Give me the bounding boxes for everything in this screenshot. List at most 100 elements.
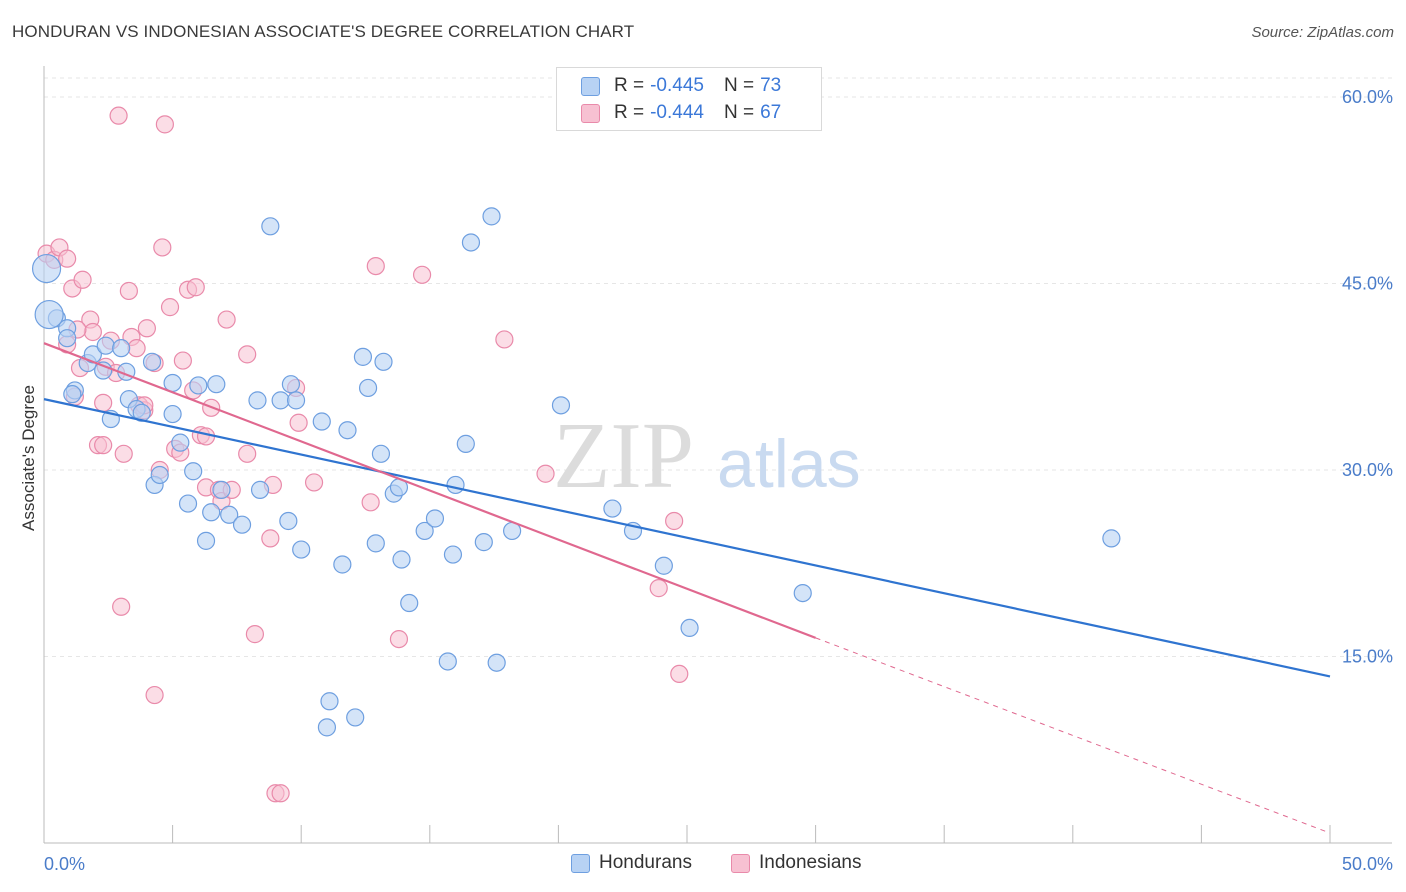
legend-label-hondurans: Hondurans — [599, 852, 692, 873]
indonesians-point — [271, 784, 290, 803]
indonesians-trend-extension — [815, 637, 1331, 834]
indonesians-point — [238, 345, 257, 364]
hondurans-point — [212, 480, 231, 499]
hondurans-point — [461, 233, 481, 252]
indonesians-point — [366, 256, 385, 276]
hondurans-point — [392, 550, 411, 569]
hondurans-point — [366, 534, 385, 553]
hondurans-point — [184, 462, 203, 481]
hondurans-point — [346, 708, 365, 727]
indonesians-point — [186, 278, 205, 297]
hondurans-point — [232, 515, 252, 534]
indonesians-point — [361, 493, 380, 512]
hondurans-point — [286, 391, 306, 410]
r-label: R = — [614, 75, 645, 96]
indonesians-point — [173, 351, 192, 370]
indonesians-point — [94, 393, 113, 412]
hondurans-point — [58, 329, 77, 348]
legend-item-hondurans[interactable]: Hondurans — [571, 852, 692, 874]
n-label: N = — [723, 75, 755, 96]
correlation-legend: R = -0.445 N = 73 R = -0.444 N = 67 — [556, 67, 822, 131]
legend-label-indonesians: Indonesians — [759, 852, 862, 873]
hondurans-point — [415, 521, 434, 541]
legend-row-indonesians: R = -0.444 N = 67 — [581, 101, 781, 125]
hondurans-point — [34, 299, 64, 330]
indonesians-point — [73, 270, 92, 289]
indonesians-point — [389, 629, 409, 649]
tick-labels: 15.0% 30.0% 45.0% 60.0% 0.0% 50.0% — [44, 87, 1393, 874]
hondurans-swatch — [571, 853, 590, 873]
r-label: R = — [614, 102, 645, 123]
hondurans-point — [150, 465, 169, 485]
indonesians-point — [304, 473, 324, 492]
hondurans-point — [220, 505, 239, 524]
n-label: N = — [723, 102, 755, 123]
watermark-zip: ZIP — [553, 404, 694, 508]
hondurans-point — [338, 421, 357, 440]
series-legend: Hondurans Indonesians — [0, 852, 1406, 878]
indonesians-swatch — [581, 103, 600, 123]
y-tick-label: 30.0% — [1342, 460, 1393, 480]
hondurans-point — [312, 412, 331, 431]
indonesians-point — [245, 625, 265, 644]
axes — [43, 66, 1392, 844]
hondurans-point — [1102, 529, 1121, 548]
indonesians-point — [670, 664, 689, 684]
hondurans-point — [603, 499, 622, 518]
indonesians-point — [153, 238, 172, 257]
hondurans-point — [292, 540, 311, 559]
hondurans-point — [443, 545, 463, 564]
hondurans-point — [207, 375, 226, 394]
y-tick-label: 60.0% — [1342, 87, 1393, 107]
hondurans-point — [112, 339, 131, 358]
indonesians-point — [112, 597, 131, 616]
hondurans-trend-line — [43, 398, 1331, 678]
y-axis-label: Associate's Degree — [19, 385, 38, 531]
hondurans-point — [474, 533, 493, 552]
indonesians-point — [94, 436, 113, 455]
y-tick-label: 45.0% — [1342, 274, 1393, 294]
hondurans-point — [96, 336, 115, 355]
y-tick-label: 15.0% — [1342, 647, 1393, 667]
hondurans-point — [202, 503, 221, 522]
hondurans-point — [271, 391, 290, 410]
hondurans-point — [793, 583, 812, 603]
legend-item-indonesians[interactable]: Indonesians — [731, 852, 861, 874]
indonesians-point — [217, 310, 236, 329]
hondurans-point — [31, 253, 62, 284]
watermark-atlas: atlas — [717, 426, 861, 502]
hondurans-point — [189, 376, 208, 395]
x-tick-label: 50.0% — [1342, 854, 1393, 874]
hondurans-point — [163, 404, 182, 424]
hondurans-point — [248, 391, 267, 410]
indonesians-point — [119, 281, 138, 301]
r-value: -0.444 — [650, 102, 704, 123]
hondurans-point — [425, 509, 445, 528]
hondurans-point — [400, 593, 419, 613]
hondurans-point — [63, 385, 82, 404]
indonesians-swatch — [731, 853, 750, 873]
hondurans-point — [456, 434, 475, 453]
indonesians-point — [58, 249, 77, 268]
indonesians-point — [495, 330, 514, 349]
n-value: 67 — [760, 102, 782, 123]
hondurans-point — [142, 352, 162, 371]
indonesians-point — [114, 444, 133, 463]
indonesians-point — [145, 685, 164, 705]
grid-lines — [44, 77, 1392, 657]
indonesians-point — [665, 511, 684, 531]
hondurans-point — [279, 511, 298, 531]
hondurans-point — [281, 375, 301, 394]
indonesians-point — [412, 265, 432, 284]
hondurans-point — [250, 480, 270, 499]
indonesians-trend-line — [43, 342, 816, 639]
hondurans-point — [261, 217, 280, 236]
hondurans-point — [333, 555, 352, 574]
hondurans-point — [438, 652, 457, 671]
hondurans-point — [551, 396, 571, 415]
hondurans-point — [358, 378, 378, 398]
indonesians-point — [137, 319, 156, 338]
indonesians-point — [238, 444, 257, 463]
x-tick-label: 0.0% — [44, 854, 85, 874]
